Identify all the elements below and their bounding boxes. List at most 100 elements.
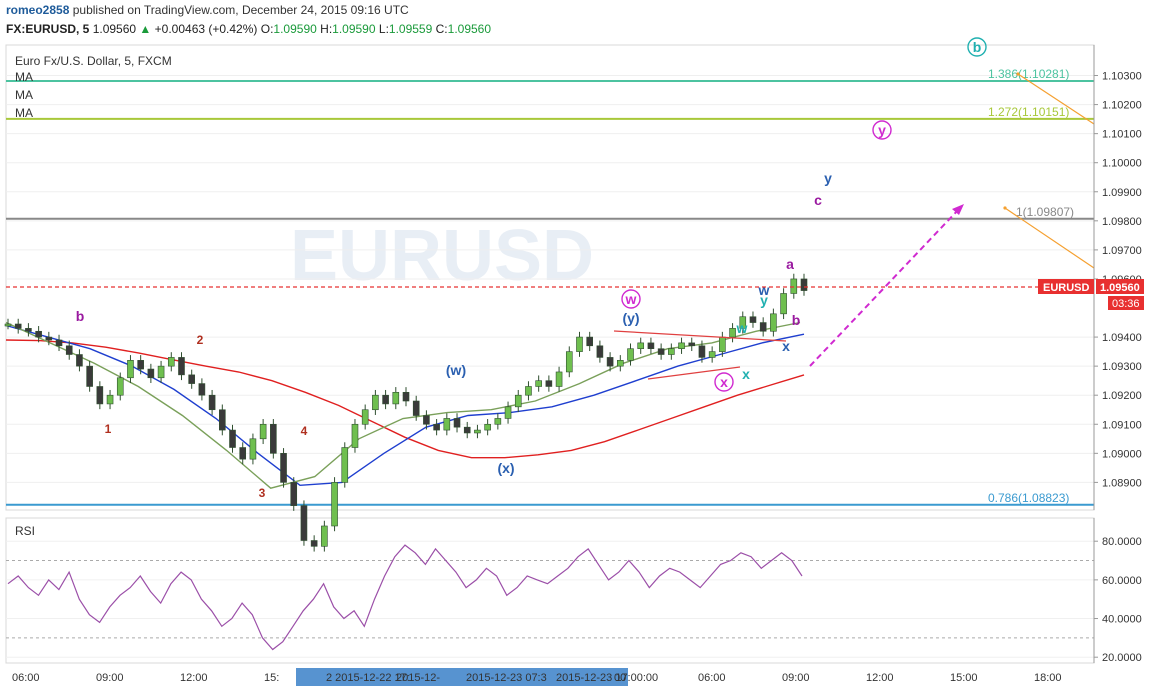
candle-body [382, 394, 389, 405]
candle-body [249, 438, 257, 460]
wave-label: b [792, 312, 801, 328]
candle-body [372, 394, 379, 411]
time-tick-label: 2015-12-23 07:3 [466, 672, 547, 684]
time-tick-label: 2015-12-23 17:00:00 [556, 672, 658, 684]
indicator-label-ma-2[interactable]: MA [15, 88, 33, 102]
wave-label: x [782, 338, 790, 354]
chart-title: Euro Fx/U.S. Dollar, 5, FXCM [15, 54, 172, 68]
ma-red-line [5, 339, 805, 459]
candle-body [25, 328, 32, 332]
wave-label: (x) [497, 460, 514, 476]
candle-body [535, 380, 542, 387]
price-tick-label: 1.09800 [1102, 216, 1142, 228]
candle-body [116, 377, 124, 396]
wave-label-circle [621, 289, 641, 309]
wave-label: (y) [622, 310, 639, 326]
candle-body [657, 348, 665, 355]
candle-body [637, 342, 645, 350]
triangle-upper-trendline [613, 330, 787, 342]
time-tick-label: 09:00 [782, 672, 810, 684]
price-tick-label: 1.09000 [1102, 448, 1142, 460]
candle-body [157, 365, 165, 379]
candle-body [596, 345, 604, 358]
quote-change: +0.00463 (+0.42%) [154, 22, 258, 36]
candle-body [688, 342, 696, 347]
symbol-badge [1038, 279, 1094, 294]
up-arrow-icon: ▲ [139, 22, 152, 36]
candle-body [423, 415, 430, 425]
candle-body [137, 360, 144, 370]
candle-body [270, 423, 277, 454]
close-label: C: [435, 22, 448, 36]
rsi-tick-label: 80.0000 [1102, 536, 1142, 548]
wave-label: 2 [197, 333, 204, 347]
candle-body [402, 391, 410, 402]
projection-line-lower [1004, 207, 1095, 269]
wave-label-circle [967, 37, 987, 57]
wave-label: 3 [259, 486, 266, 500]
price-tick-label: 1.09100 [1102, 419, 1142, 431]
candle-body [790, 278, 798, 294]
price-tick-label: 1.09700 [1102, 245, 1142, 257]
fib-level-label: 1.386(1.10281) [988, 67, 1069, 81]
open-value: 1.09590 [273, 22, 317, 36]
close-value: 1.09560 [447, 22, 492, 36]
candle-body [239, 447, 247, 460]
candle-body [484, 423, 491, 431]
candle-body [321, 525, 328, 547]
price-tick-label: 1.10200 [1102, 100, 1142, 112]
candle-body [780, 293, 787, 315]
candle-body [749, 316, 757, 323]
ma-blue-line [5, 324, 805, 487]
candle-body [361, 409, 369, 425]
candle-body [647, 342, 655, 350]
wave-label: (w) [446, 362, 466, 378]
candle-body [576, 336, 583, 352]
candle-body [474, 429, 481, 434]
candle-body [412, 400, 420, 416]
candle-body [167, 357, 175, 367]
candle-body [351, 423, 359, 448]
projection-point-upper [1016, 72, 1020, 76]
time-tick-label: 06:00 [12, 672, 40, 684]
candle-body [800, 278, 808, 291]
candle-body [433, 423, 440, 431]
price-badge-text: 1.09560 [1100, 282, 1140, 294]
rsi-label[interactable]: RSI [15, 524, 36, 538]
price-tick-label: 1.09200 [1102, 390, 1142, 402]
wave-label: w [736, 320, 748, 336]
candle-body [627, 348, 634, 361]
fib-level-label: 1.272(1.10151) [988, 105, 1069, 119]
candle-body [127, 360, 134, 379]
candle-body [678, 342, 685, 350]
wave-label: a [786, 256, 794, 272]
wave-label: y [878, 122, 886, 138]
published-info: published on TradingView.com, December 2… [72, 3, 409, 17]
indicator-label-ma-1[interactable]: MA [15, 70, 33, 84]
price-pane[interactable] [5, 44, 1095, 511]
publisher-username[interactable]: romeo2858 [6, 3, 70, 17]
rsi-tick-label: 60.0000 [1102, 575, 1142, 587]
time-tick-label: 15:00 [950, 672, 978, 684]
candle-body [280, 453, 287, 483]
high-value: 1.09590 [332, 22, 376, 36]
candle-body [96, 386, 104, 405]
candle-body [178, 357, 185, 376]
rsi-series-line [7, 544, 803, 651]
publisher-line: romeo2858 published on TradingView.com, … [6, 3, 1151, 17]
candle-body [259, 423, 267, 440]
price-tick-label: 1.09900 [1102, 187, 1142, 199]
price-tick-label: 1.10000 [1102, 158, 1142, 170]
indicator-label-ma-3[interactable]: MA [15, 106, 33, 120]
quote-last: 1.09560 [92, 22, 137, 36]
wave-label: w [625, 291, 637, 307]
high-label: H: [320, 22, 333, 36]
projection-point-lower [1003, 206, 1007, 210]
rsi-pane[interactable] [5, 517, 1095, 664]
quote-symbol: FX:EURUSD, 5 [6, 22, 90, 36]
candle-body [45, 336, 53, 341]
candle-body [106, 394, 114, 405]
candle-body [545, 380, 553, 387]
candle-body [392, 391, 400, 405]
